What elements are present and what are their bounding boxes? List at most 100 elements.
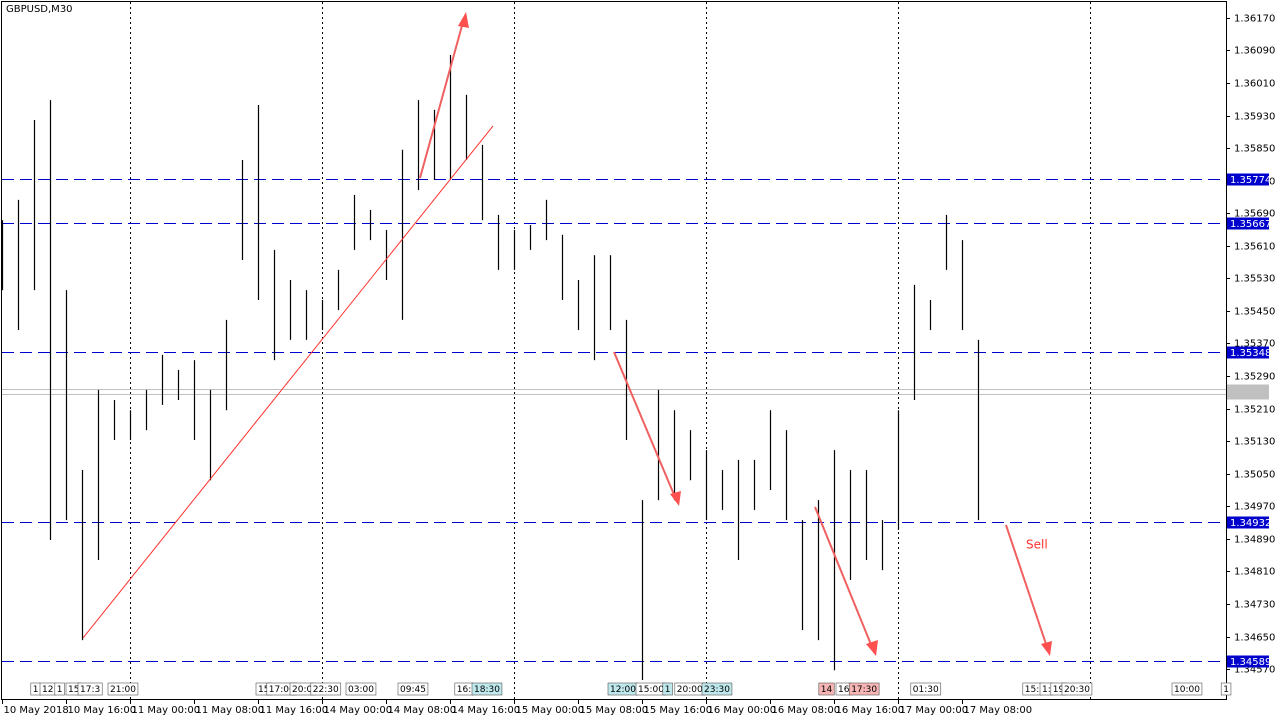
event-label: 17:00 xyxy=(269,685,295,695)
event-box xyxy=(1220,682,1232,696)
event-label: 14 xyxy=(821,685,833,695)
event-label: 10:00 xyxy=(1174,685,1200,695)
event-label: 19 xyxy=(1053,685,1065,695)
y-tick-label: 1.36010 xyxy=(1234,79,1275,90)
event-label: 1 xyxy=(665,685,671,695)
level-label: 1.35774 xyxy=(1230,175,1271,186)
event-label: 01:30 xyxy=(913,685,939,695)
level-label: 1.34589 xyxy=(1230,657,1271,668)
y-tick-label: 1.34890 xyxy=(1234,535,1275,546)
event-label: 20:00 xyxy=(677,685,703,695)
event-label: 18:30 xyxy=(474,685,500,695)
event-label: 1 xyxy=(57,685,63,695)
event-marker: 14 xyxy=(818,682,835,696)
event-marker: 10:00 xyxy=(1171,682,1203,696)
event-marker: 15:00 xyxy=(635,682,667,696)
y-tick-label: 1.35290 xyxy=(1234,372,1275,383)
price-line-box xyxy=(1227,389,1269,400)
event-box xyxy=(910,682,942,696)
event-marker: 12:00 xyxy=(607,682,639,696)
x-tick-label: 15 May 08:00 xyxy=(580,705,649,716)
event-marker: 1 xyxy=(54,682,65,696)
event-box xyxy=(345,682,377,696)
y-tick-label: 1.35210 xyxy=(1234,405,1275,416)
arrow-head xyxy=(1041,641,1052,656)
event-label: 12:00 xyxy=(610,685,636,695)
event-label: 12 xyxy=(42,685,53,695)
level-label-box xyxy=(1227,655,1269,668)
y-tick-label: 1.36170 xyxy=(1234,14,1275,25)
event-label: 03:00 xyxy=(348,685,374,695)
event-label: 17:30 xyxy=(851,685,877,695)
event-marker: 17:30 xyxy=(848,682,880,696)
event-box xyxy=(701,682,733,696)
event-box xyxy=(848,682,880,696)
event-box xyxy=(1061,682,1093,696)
x-tick-label: 17 May 00:00 xyxy=(900,705,969,716)
event-marker: 17:3 xyxy=(77,682,103,696)
y-tick-label: 1.35690 xyxy=(1234,209,1275,220)
level-label-box xyxy=(1227,516,1269,529)
event-marker: 01:30 xyxy=(910,682,942,696)
event-marker: 1 xyxy=(662,682,673,696)
event-label: 16 xyxy=(838,685,850,695)
x-tick-label: 16 May 00:00 xyxy=(708,705,777,716)
event-marker: 1 xyxy=(30,682,41,696)
event-marker: 03:00 xyxy=(345,682,377,696)
level-label-box xyxy=(1227,346,1269,359)
arrow xyxy=(613,351,676,498)
event-marker: 09:45 xyxy=(397,682,429,696)
x-tick-label: 10 May 16:00 xyxy=(68,705,137,716)
event-label: 23:30 xyxy=(704,685,730,695)
x-tick-label: 11 May 08:00 xyxy=(196,705,265,716)
event-marker: 1 xyxy=(1220,682,1232,696)
y-tick-label: 1.34650 xyxy=(1234,633,1275,644)
y-tick-label: 1.35130 xyxy=(1234,437,1275,448)
event-marker: 20:30 xyxy=(1061,682,1093,696)
event-marker: 16: xyxy=(454,682,474,696)
event-label: 1: xyxy=(1042,685,1051,695)
y-tick-label: 1.36090 xyxy=(1234,46,1275,57)
level-label: 1.35348 xyxy=(1230,348,1271,359)
arrow-head xyxy=(458,12,469,28)
event-label: 16: xyxy=(457,685,471,695)
x-tick-label: 14 May 00:00 xyxy=(324,705,393,716)
trend-line xyxy=(82,125,494,639)
y-tick-label: 1.34970 xyxy=(1234,502,1275,513)
level-label: 1.34932 xyxy=(1230,518,1271,529)
x-tick-label: 14 May 08:00 xyxy=(388,705,457,716)
event-label: 09:45 xyxy=(400,685,426,695)
event-box xyxy=(818,682,835,696)
level-label-box xyxy=(1227,173,1269,186)
event-marker: 23:30 xyxy=(701,682,733,696)
arrow xyxy=(814,506,873,648)
x-tick-label: 11 May 00:00 xyxy=(132,705,201,716)
x-tick-label: 17 May 08:00 xyxy=(964,705,1033,716)
event-box xyxy=(77,682,103,696)
event-box xyxy=(54,682,65,696)
event-marker: 21:00 xyxy=(107,682,139,696)
y-tick-label: 1.34730 xyxy=(1234,600,1275,611)
y-tick-label: 1.35850 xyxy=(1234,144,1275,155)
y-tick-label: 1.35530 xyxy=(1234,274,1275,285)
event-marker: 18:30 xyxy=(471,682,503,696)
event-label: 21:00 xyxy=(110,685,136,695)
event-label: 15:00 xyxy=(638,685,664,695)
event-marker: 12 xyxy=(39,682,56,696)
event-label: 15 xyxy=(258,685,269,695)
event-label: 20:30 xyxy=(1064,685,1090,695)
event-label: 15 xyxy=(68,685,79,695)
event-box xyxy=(397,682,429,696)
event-box xyxy=(1171,682,1203,696)
x-tick-label: 15 May 00:00 xyxy=(516,705,585,716)
event-marker: 20:00 xyxy=(674,682,706,696)
x-tick-label: 14 May 16:00 xyxy=(452,705,521,716)
event-box xyxy=(662,682,673,696)
y-tick-label: 1.35450 xyxy=(1234,307,1275,318)
event-label: 1 xyxy=(1223,685,1229,695)
event-box xyxy=(471,682,503,696)
event-label: 22:30 xyxy=(313,685,339,695)
x-tick-label: 11 May 16:00 xyxy=(260,705,329,716)
